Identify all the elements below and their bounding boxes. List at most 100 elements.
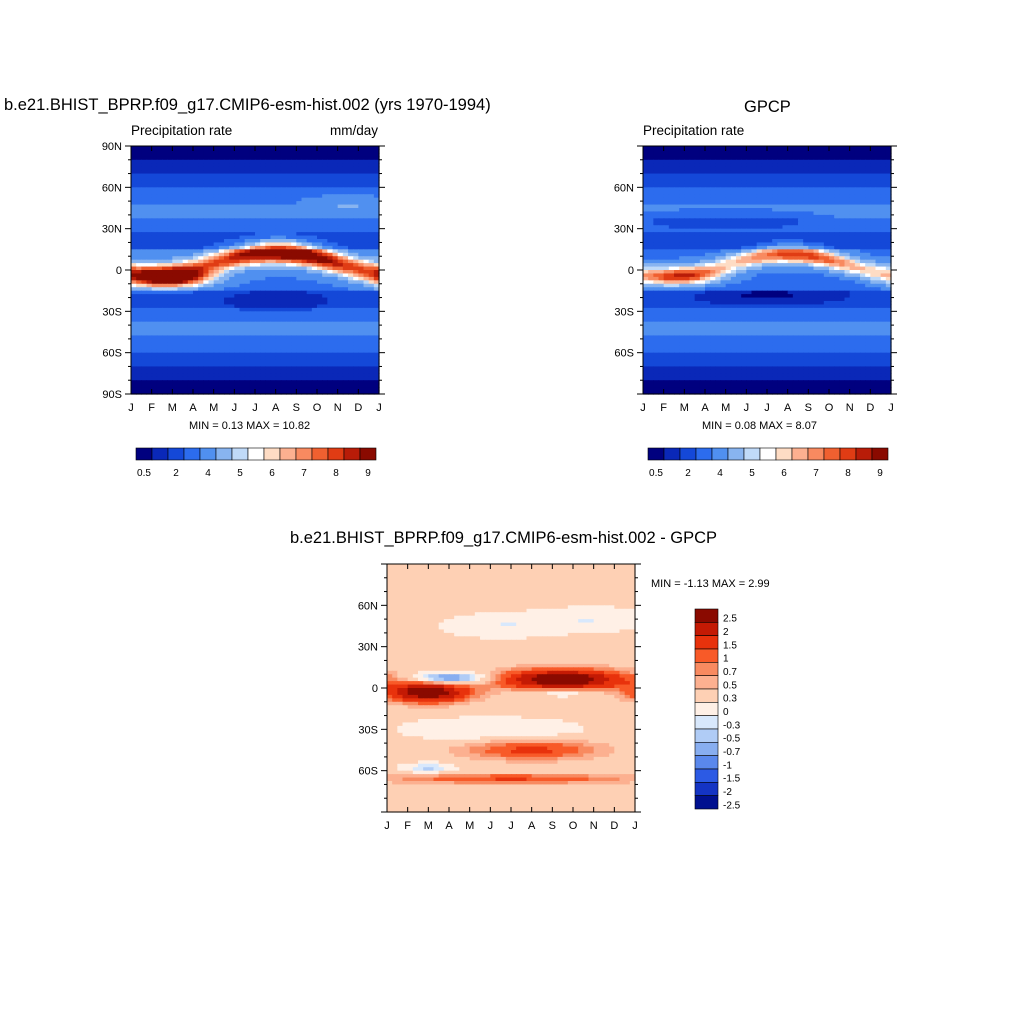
heatmap-cell — [286, 249, 292, 254]
heatmap-cell — [291, 332, 297, 337]
heatmap-cell — [363, 366, 370, 371]
heatmap-cell — [373, 239, 380, 244]
heatmap-cell — [234, 252, 241, 257]
heatmap-cell — [363, 159, 370, 164]
heatmap-cell — [674, 187, 680, 192]
heatmap-cell — [875, 214, 882, 219]
heatmap-cell — [746, 146, 753, 151]
heatmap-cell — [280, 218, 287, 223]
heatmap-cell — [358, 301, 365, 306]
heatmap-cell — [162, 342, 168, 347]
heatmap-cell — [301, 214, 308, 219]
heatmap-cell — [368, 256, 375, 261]
heatmap-cell — [870, 187, 877, 192]
heatmap-cell — [348, 201, 354, 206]
heatmap-cell — [358, 163, 365, 168]
heatmap-cell — [854, 194, 861, 199]
heatmap-cell — [363, 239, 370, 244]
heatmap-cell — [844, 208, 851, 213]
heatmap-cell — [751, 149, 758, 154]
heatmap-cell — [244, 242, 251, 247]
heatmap-cell — [317, 276, 323, 281]
heatmap-cell — [286, 228, 292, 233]
heatmap-cell — [224, 208, 230, 213]
heatmap-cell — [860, 194, 866, 199]
heatmap-cell — [167, 266, 173, 271]
heatmap-cell — [255, 280, 261, 285]
heatmap-cell — [198, 232, 204, 237]
heatmap-cell — [767, 228, 773, 233]
heatmap-cell — [818, 156, 825, 161]
heatmap-cell — [172, 208, 179, 213]
heatmap-cell — [327, 335, 334, 340]
x-tick-label: A — [272, 402, 280, 414]
heatmap-cell — [772, 194, 778, 199]
heatmap-cell — [322, 332, 328, 337]
heatmap-cell — [234, 314, 241, 319]
heatmap-cell — [213, 249, 220, 254]
heatmap-cell — [265, 225, 272, 230]
heatmap-cell — [187, 204, 194, 209]
heatmap-cell — [322, 338, 328, 343]
heatmap-cell — [777, 177, 784, 182]
heatmap-cell — [177, 187, 184, 192]
heatmap-cell — [151, 249, 158, 254]
heatmap-cell — [803, 146, 809, 151]
heatmap-cell — [156, 239, 163, 244]
heatmap-cell — [373, 359, 380, 364]
heatmap-cell — [162, 263, 168, 268]
heatmap-cell — [875, 156, 882, 161]
heatmap-cell — [373, 249, 380, 254]
heatmap-cell — [270, 318, 277, 323]
heatmap-cell — [751, 183, 758, 188]
heatmap-cell — [668, 218, 675, 223]
heatmap-cell — [658, 245, 665, 250]
heatmap-cell — [182, 173, 189, 178]
heatmap-cell — [373, 170, 380, 175]
heatmap-cell — [823, 218, 830, 223]
heatmap-cell — [218, 307, 225, 312]
heatmap-cell — [244, 221, 251, 226]
heatmap-cell — [260, 287, 266, 292]
heatmap-cell — [146, 380, 153, 385]
heatmap-cell — [342, 335, 349, 340]
heatmap-cell — [280, 159, 287, 164]
heatmap-cell — [348, 359, 354, 364]
heatmap-cell — [249, 232, 256, 237]
heatmap-cell — [146, 239, 153, 244]
heatmap-cell — [358, 280, 365, 285]
heatmap-cell — [249, 146, 256, 151]
heatmap-cell — [187, 173, 194, 178]
heatmap-cell — [151, 149, 158, 154]
heatmap-cell — [260, 328, 266, 333]
heatmap-cell — [141, 221, 148, 226]
heatmap-cell — [674, 159, 680, 164]
heatmap-cell — [172, 321, 179, 326]
heatmap-cell — [720, 201, 727, 206]
heatmap-cell — [275, 149, 282, 154]
heatmap-cell — [353, 328, 359, 333]
heatmap-cell — [156, 225, 163, 230]
heatmap-cell — [151, 363, 158, 368]
heatmap-cell — [860, 242, 866, 247]
heatmap-cell — [239, 232, 246, 237]
heatmap-cell — [710, 156, 716, 161]
heatmap-cell — [286, 242, 292, 247]
heatmap-cell — [141, 156, 148, 161]
heatmap-cell — [353, 252, 359, 257]
heatmap-cell — [182, 180, 189, 185]
heatmap-cell — [327, 349, 334, 354]
heatmap-cell — [182, 345, 189, 350]
heatmap-cell — [337, 256, 344, 261]
heatmap-cell — [875, 197, 882, 202]
heatmap-cell — [270, 201, 277, 206]
heatmap-cell — [311, 332, 318, 337]
heatmap-cell — [353, 221, 359, 226]
heatmap-cell — [249, 211, 256, 216]
heatmap-cell — [818, 194, 825, 199]
heatmap-cell — [280, 228, 287, 233]
heatmap-cell — [684, 204, 691, 209]
heatmap-cell — [151, 187, 158, 192]
heatmap-cell — [782, 152, 789, 157]
heatmap-cell — [813, 159, 820, 164]
